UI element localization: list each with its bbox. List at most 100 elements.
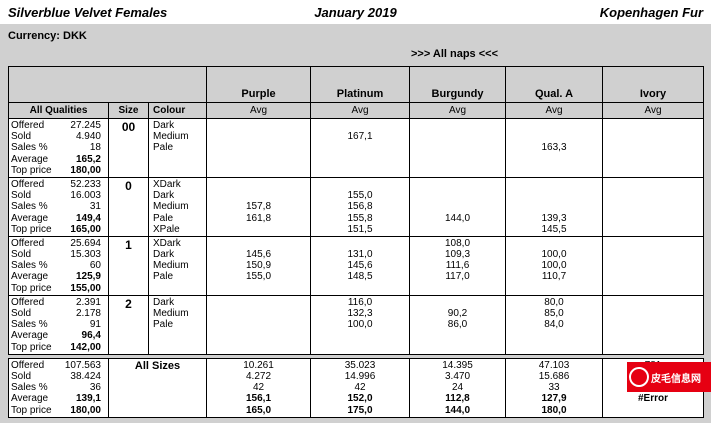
value-cell-ivory: [602, 176, 705, 237]
cell-line: [507, 238, 602, 249]
cell-line: 15.686: [538, 370, 570, 382]
value-cell-purple: 157,8 161,8: [206, 176, 312, 237]
stat-label: Offered: [11, 296, 45, 308]
cell-line: 4.272: [245, 370, 272, 382]
all-sizes-row: Offered 107.563 Sold 38.424 Sales % 36 Average…: [8, 357, 704, 418]
value-cell-platinum: 155,0 156,8 155,8 151,5: [310, 176, 411, 237]
cell-line: 157,8: [246, 201, 272, 213]
stat-value: 16.003: [70, 190, 101, 202]
column-header-platinum: Platinum: [310, 66, 411, 103]
value-cell-purple: [206, 294, 312, 355]
stat-value: 60: [89, 260, 101, 272]
cell-line: 112,8: [445, 393, 470, 405]
cell-line: 148,5: [347, 271, 373, 283]
size-block-00: Offered 27.245 Sold 4.940 Sales % 18 Average 16…: [8, 118, 705, 178]
auction-house-name: Kopenhagen Fur: [599, 4, 704, 20]
all-sizes-value-cell-platinum: 35.023 14.996 42 152,0 175,0: [310, 357, 410, 418]
cell-line: [604, 213, 703, 224]
cell-line: 14.395: [442, 359, 473, 371]
cell-line: [604, 249, 703, 260]
stat-value: 180,00: [70, 164, 101, 176]
cell-line: [208, 297, 310, 308]
cell-line: [604, 131, 703, 142]
cell-line: [312, 238, 409, 249]
cell-line: [604, 271, 703, 282]
all-sizes-value-cell-quala: 47.103 15.686 33 127,9 180,0: [505, 357, 603, 418]
stat-value: 36: [89, 382, 101, 394]
value-cell-quala: 80,0 85,0 84,0: [505, 294, 604, 355]
cell-line: [411, 224, 505, 235]
stat-label: Top price: [11, 223, 52, 235]
stat-line: Sales % 18: [10, 142, 108, 154]
stat-line: Top price 142,00: [10, 342, 108, 353]
cell-line: [604, 201, 703, 212]
cell-line: Pale: [153, 319, 174, 331]
stat-line: Offered 107.563: [10, 359, 108, 371]
cell-line: [604, 238, 703, 249]
title-bar: Silverblue Velvet Females January 2019 K…: [0, 0, 711, 24]
cell-line: 116,0: [347, 296, 373, 308]
cell-line: 86,0: [447, 319, 468, 331]
report-title: Silverblue Velvet Females: [8, 4, 168, 20]
stat-value: 96,4: [81, 330, 101, 342]
colour-cell: XDark Dark Medium Pale XPale: [147, 176, 208, 237]
report-date: January 2019: [314, 4, 397, 20]
all-sizes-body: Offered 107.563 Sold 38.424 Sales % 36 Average…: [8, 357, 704, 418]
avg-subheader-purple: Avg: [206, 102, 312, 119]
cell-line: 151,5: [347, 223, 373, 235]
value-cell-platinum: 167,1: [310, 118, 411, 178]
cell-line: 167,1: [347, 131, 373, 143]
cell-line: [411, 142, 505, 153]
stat-value: 18: [89, 142, 101, 154]
cell-line: Medium: [153, 131, 189, 143]
stat-line: Average 96,4: [10, 330, 108, 342]
value-cell-ivory: [602, 118, 705, 178]
stat-label: Average: [11, 330, 49, 342]
stat-line: Top price 155,00: [10, 283, 108, 294]
cell-line: 109,3: [445, 249, 471, 261]
stats-cell: Offered 2.391 Sold 2.178 Sales % 91 Average 96,…: [8, 294, 109, 355]
cell-line: [604, 297, 703, 308]
stat-line: Average 165,2: [10, 154, 108, 165]
colour-header: Colour: [147, 102, 208, 119]
column-header-ivory: Ivory: [602, 66, 705, 103]
cell-line: 108,0: [445, 237, 471, 249]
cell-line: 144,0: [445, 212, 471, 224]
cell-line: 145,6: [347, 260, 373, 272]
stat-value: 2.178: [75, 308, 101, 319]
stat-value: 4.940: [75, 131, 101, 143]
stat-value: 125,9: [75, 271, 101, 283]
size-block-0: Offered 52.233 Sold 16.003 Sales % 31 Average 1…: [8, 176, 705, 237]
stat-line: Average 125,9: [10, 271, 108, 283]
cell-line: XPale: [153, 223, 180, 235]
size-value: 0: [108, 176, 149, 237]
stat-value: 139,1: [75, 393, 101, 405]
cell-line: [507, 190, 602, 201]
cell-line: 24: [451, 382, 464, 394]
colour-cell: XDark Dark Medium Pale: [147, 235, 208, 296]
stat-value: 2.391: [75, 296, 101, 308]
cell-line: 80,0: [544, 296, 564, 308]
cell-line: [604, 179, 703, 190]
cell-line: [312, 179, 409, 190]
cell-line: Medium: [153, 308, 189, 319]
stat-line: Top price 165,00: [10, 223, 108, 235]
stat-line: Top price 180,00: [10, 405, 108, 416]
cell-line: 139,3: [541, 212, 567, 224]
avg-subheader-platinum: Avg: [310, 102, 411, 119]
cell-line: 33: [548, 382, 560, 394]
stat-line: Offered 2.391: [10, 296, 108, 308]
size-header: Size: [108, 102, 149, 119]
cell-line: 156,1: [245, 393, 272, 405]
cell-line: 100,0: [541, 260, 567, 272]
stat-value: 149,4: [75, 212, 101, 224]
cell-line: [411, 120, 505, 131]
column-header-purple: Purple: [206, 66, 312, 103]
value-cell-burgundy: 144,0: [409, 176, 507, 237]
value-cell-purple: [206, 118, 312, 178]
stat-label: Average: [11, 212, 49, 224]
stat-label: Offered: [11, 359, 45, 371]
size-block-1: Offered 25.694 Sold 15.303 Sales % 60 Average 1…: [8, 235, 705, 296]
stats-cell: Offered 25.694 Sold 15.303 Sales % 60 Average 1…: [8, 235, 109, 296]
cell-line: 144,0: [444, 404, 471, 416]
